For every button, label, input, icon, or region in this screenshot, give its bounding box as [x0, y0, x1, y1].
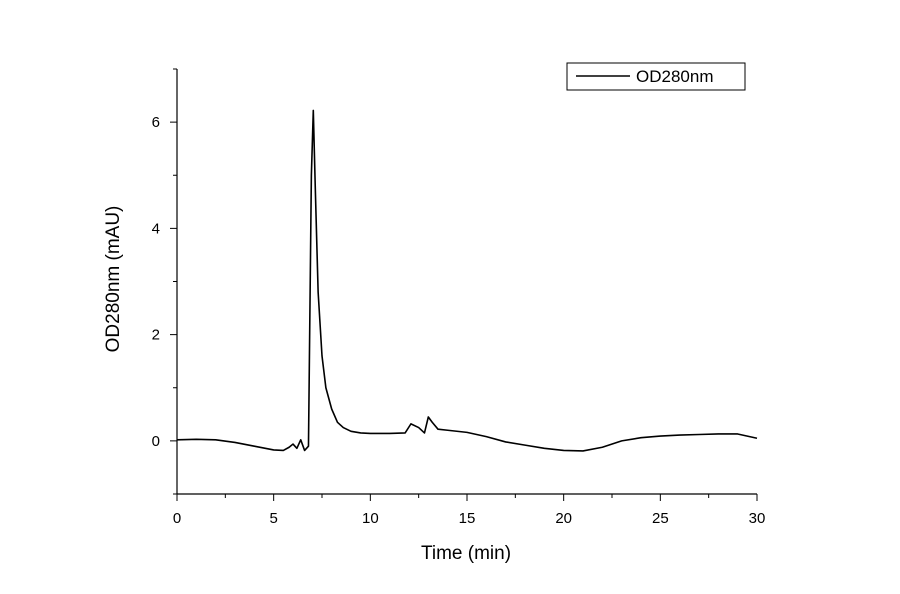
- x-tick-label: 25: [652, 510, 669, 527]
- x-tick-label: 20: [555, 510, 572, 527]
- legend: OD280nm: [566, 62, 746, 91]
- legend-label: OD280nm: [636, 67, 713, 86]
- x-ticks: 0 5 10 15 20 25 30: [173, 494, 766, 527]
- x-tick-label: 15: [459, 510, 476, 527]
- y-tick-label: 4: [152, 220, 160, 237]
- y-ticks: 0 2 4 6: [152, 68, 177, 495]
- x-tick-label: 10: [362, 510, 379, 527]
- x-axis-title: Time (min): [421, 543, 511, 564]
- series-line-0: [176, 109, 758, 452]
- axes: [176, 69, 757, 495]
- series-layer: [176, 109, 758, 452]
- y-tick-label: 6: [152, 114, 160, 131]
- x-tick-label: 30: [749, 510, 766, 527]
- x-tick-label: 5: [269, 510, 277, 527]
- y-axis-title: OD280nm (mAU): [103, 206, 124, 353]
- x-tick-label: 0: [173, 510, 181, 527]
- y-tick-label: 0: [152, 433, 160, 450]
- y-tick-label: 2: [152, 327, 160, 344]
